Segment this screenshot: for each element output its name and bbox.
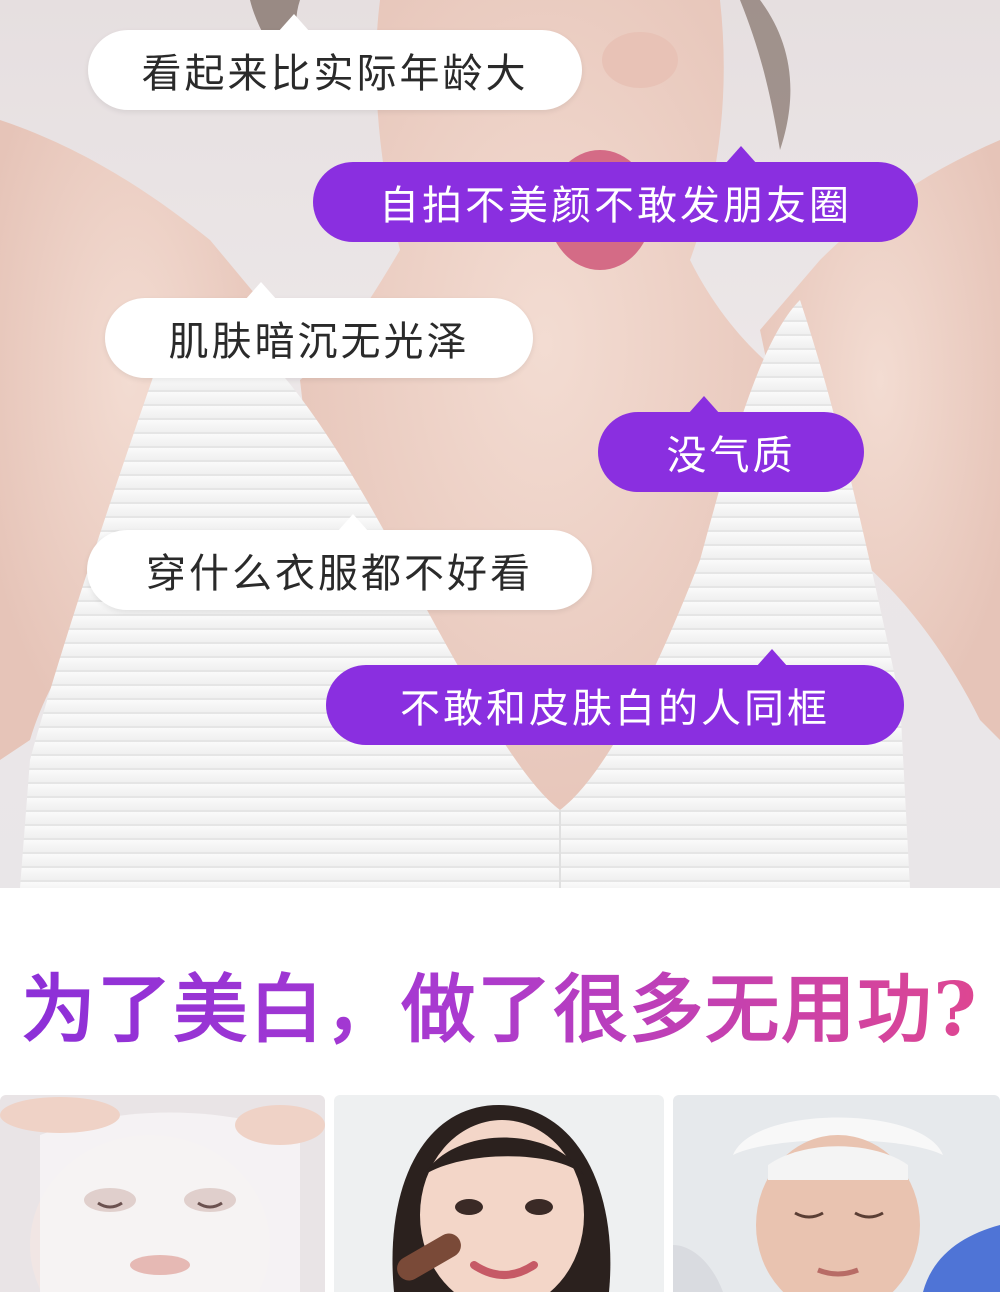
treatment-woman-icon — [673, 1095, 1000, 1292]
bubble-tail — [725, 146, 757, 164]
bubble-text: 不敢和皮肤白的人同框 — [400, 686, 830, 732]
speech-bubble-2: 自拍不美颜不敢发朋友圈 — [313, 146, 918, 242]
speech-bubble-5: 穿什么衣服都不好看 — [87, 514, 592, 610]
bubble-text: 自拍不美颜不敢发朋友圈 — [379, 183, 852, 229]
bubble-text: 看起来比实际年龄大 — [141, 51, 529, 97]
makeup-brush-photo — [334, 1095, 664, 1292]
bubble-tail — [688, 396, 720, 414]
bubble-text: 没气质 — [666, 433, 796, 479]
hero-photo: 看起来比实际年龄大 自拍不美颜不敢发朋友圈 肌肤暗沉无光泽 没气质 穿什么衣服都… — [0, 0, 1000, 888]
bubble-tail — [756, 649, 788, 667]
smiling-woman-icon — [334, 1095, 664, 1292]
speech-bubble-4: 没气质 — [598, 396, 864, 492]
bubble-text: 穿什么衣服都不好看 — [146, 551, 533, 597]
sheet-mask-photo — [0, 1095, 325, 1292]
bubble-text: 肌肤暗沉无光泽 — [168, 319, 470, 365]
speech-bubble-3: 肌肤暗沉无光泽 — [105, 282, 533, 378]
facial-treatment-photo — [673, 1095, 1000, 1292]
bubble-tail — [337, 514, 369, 532]
sheet-mask-face-icon — [0, 1095, 325, 1292]
speech-bubble-1: 看起来比实际年龄大 — [88, 14, 582, 110]
headline: 为了美白，做了很多无用功? — [0, 950, 1000, 1057]
bubble-tail — [245, 282, 277, 300]
speech-bubble-6: 不敢和皮肤白的人同框 — [326, 649, 904, 745]
bubble-tail — [278, 14, 310, 32]
